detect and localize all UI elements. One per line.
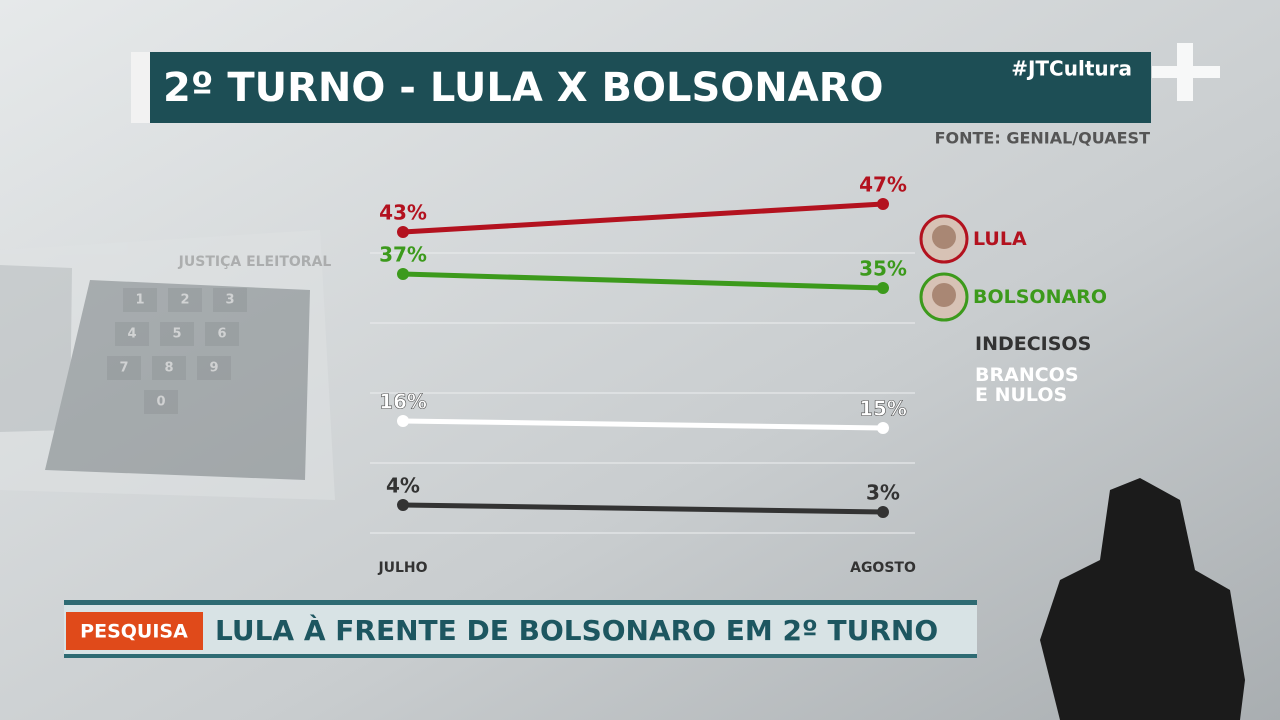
value-label: 35% [859,257,907,281]
machine-label: JUSTIÇA ELEITORAL [178,254,332,270]
series-line [402,271,884,291]
banner-tag: PESQUISA [80,621,188,643]
banner-rule [64,600,977,605]
banner-tag-box [66,612,203,650]
key [160,322,194,346]
series-line [402,502,884,515]
banner-headline: LULA À FRENTE DE BOLSONARO EM 2º TURNO [215,613,938,647]
value-label: 16% [379,390,427,414]
point [397,226,409,238]
value-label: 4% [386,474,420,498]
value-label: 15% [859,397,907,421]
title-bar [150,52,1151,123]
point [397,499,409,511]
key [152,356,186,380]
point [397,268,409,280]
series-line [402,201,884,235]
banner [64,600,977,658]
legend-label: BRANCOS E NULOS [975,364,1079,406]
value-label: 37% [379,243,427,267]
logo [1152,43,1220,101]
point [877,506,889,518]
key [115,322,149,346]
legend-label: INDECISOS [975,333,1092,355]
value-label: 43% [379,201,427,225]
key [213,288,247,312]
key [144,390,178,414]
key [123,288,157,312]
source: FONTE: GENIAL/QUAEST [935,129,1151,148]
key [168,288,202,312]
chart-title: 2º TURNO - LULA X BOLSONARO [163,65,884,111]
key-label: 6 [217,327,226,342]
key [205,322,239,346]
key-label: 9 [209,361,218,376]
banner-rule [64,654,977,658]
key-label: 0 [156,395,165,410]
key-label: 2 [180,293,189,308]
key-label: 7 [119,361,128,376]
key-label: 3 [225,293,234,308]
key [107,356,141,380]
point [397,415,409,427]
key-label: 1 [135,293,144,308]
legend-label: LULA [973,228,1027,250]
point [877,422,889,434]
interpreter [1040,478,1245,720]
legend-label: BOLSONARO [973,286,1107,308]
point [877,282,889,294]
hashtag: #JTCultura [1011,57,1132,81]
value-label: 3% [866,481,900,505]
x-tick-label: AGOSTO [850,560,916,576]
point [877,198,889,210]
legend-avatar-face [932,283,956,307]
key-label: 8 [164,361,173,376]
key-label: 5 [172,327,181,342]
legend-avatar-face [932,225,956,249]
value-label: 47% [859,173,907,197]
key-label: 4 [127,327,136,342]
title-accent [131,52,151,123]
key [197,356,231,380]
series-line [402,418,884,431]
ballot-machine: JUSTIÇA ELEITORAL 1 2 3 4 5 6 7 8 9 0 [0,230,335,500]
x-tick-label: JULHO [377,560,427,576]
